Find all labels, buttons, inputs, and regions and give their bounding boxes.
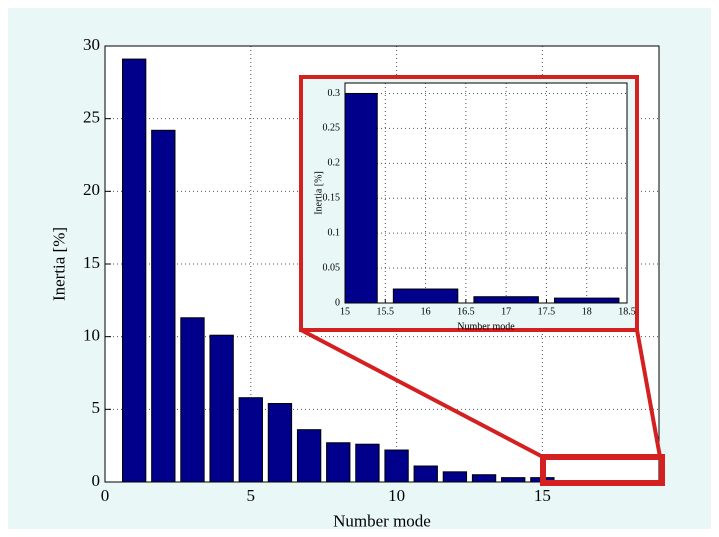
y-tick-label: 0 <box>92 471 101 490</box>
y-tick-label: 30 <box>83 35 100 54</box>
bar <box>209 334 234 482</box>
bar <box>413 465 438 482</box>
plot-area <box>345 83 627 303</box>
axes-box <box>104 45 660 483</box>
bar <box>267 403 293 482</box>
connector <box>635 329 662 458</box>
bar <box>180 317 205 482</box>
bar <box>326 442 351 482</box>
x-tick-label: 18.5 <box>618 306 636 317</box>
bar <box>501 477 526 482</box>
x-tick-label: 17 <box>501 306 511 317</box>
bar <box>553 297 620 303</box>
y-tick-label: 0.1 <box>328 227 341 238</box>
y-tick-label: 5 <box>92 398 101 417</box>
y-tick-label: 0.15 <box>323 193 341 204</box>
bar <box>151 129 176 482</box>
x-tick-label: 15.5 <box>377 306 395 317</box>
y-tick-label: 15 <box>83 253 100 272</box>
bar <box>296 429 322 482</box>
bar <box>442 471 468 482</box>
bar <box>345 92 378 303</box>
inset-axes: 15 15.5 16 16.5 17 17.5 18 18.5 0 0.05 0.1 0.15 0.2 0… <box>313 82 636 332</box>
connector <box>300 328 544 459</box>
x-axis-label: Number mode <box>457 321 515 332</box>
bar <box>355 443 380 482</box>
x-tick-label: 15 <box>340 306 350 317</box>
y-tick-label: 0.3 <box>328 88 341 99</box>
bar <box>392 288 459 303</box>
y-tick-label: 0.2 <box>328 158 341 169</box>
x-tick-label: 15 <box>534 486 551 505</box>
y-tick-label: 0.05 <box>323 262 341 273</box>
bar <box>384 449 409 482</box>
y-tick-label: 10 <box>83 326 100 345</box>
x-tick-label: 10 <box>388 486 405 505</box>
y-tick-label: 0 <box>335 297 340 308</box>
y-tick-label: 0.25 <box>323 123 341 134</box>
x-axis-label: Number mode <box>333 512 431 531</box>
bar <box>471 474 497 482</box>
x-tick-label: 0 <box>101 486 110 505</box>
zoom-region <box>540 454 665 486</box>
y-tick-label: 20 <box>83 180 100 199</box>
bar <box>121 58 147 482</box>
bars <box>345 92 620 303</box>
bars <box>121 58 643 482</box>
x-tick-label: 18 <box>582 306 592 317</box>
x-tick-label: 17.5 <box>538 306 556 317</box>
y-axis-label: Inertia [%] <box>50 227 69 301</box>
y-axis-label: Inertia [%] <box>313 171 324 215</box>
axes-box <box>344 82 628 304</box>
x-tick-label: 16 <box>421 306 431 317</box>
bar <box>238 397 263 482</box>
x-tick-label: 16.5 <box>457 306 475 317</box>
bar <box>473 296 539 303</box>
y-tick-label: 25 <box>83 108 100 127</box>
x-tick-label: 5 <box>247 486 256 505</box>
